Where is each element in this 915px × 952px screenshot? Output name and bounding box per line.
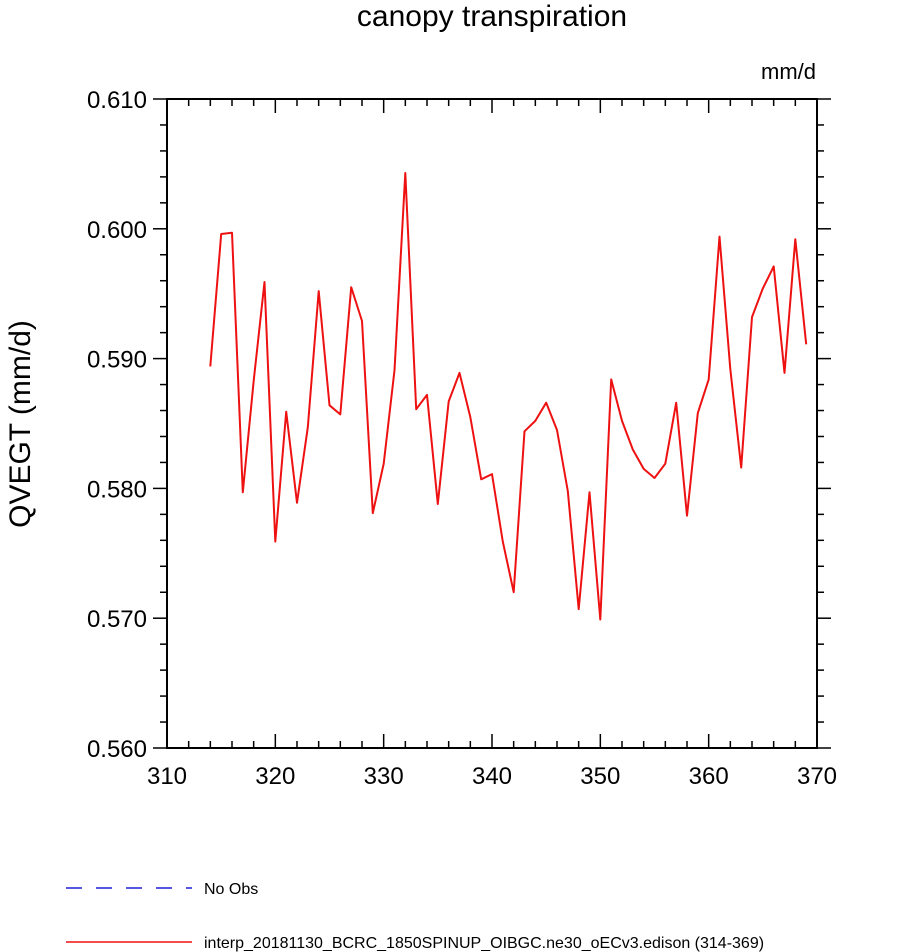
x-tick-label: 330 xyxy=(364,763,404,790)
plot-frame xyxy=(166,98,818,749)
x-tick-label: 370 xyxy=(797,763,837,790)
legend: No Obs interp_20181130_BCRC_1850SPINUP_OI… xyxy=(66,881,764,952)
legend-label-0: No Obs xyxy=(204,881,258,898)
units-label: mm/d xyxy=(761,59,816,84)
x-tick-label: 340 xyxy=(472,763,512,790)
x-tick-label: 350 xyxy=(580,763,620,790)
series-line-1 xyxy=(209,172,808,621)
x-tick-label: 320 xyxy=(255,763,295,790)
x-tick-label: 310 xyxy=(147,763,187,790)
y-tick-label: 0.580 xyxy=(87,476,147,503)
axis-ticks xyxy=(153,98,831,749)
y-tick-label: 0.600 xyxy=(87,217,147,244)
x-tick-label: 360 xyxy=(689,763,729,790)
y-tick-label: 0.560 xyxy=(87,736,147,763)
series-lines xyxy=(209,172,808,621)
axis-tick-labels: 310 320 330 340 350 360 370 0.560 0.570 0.580 0.59… xyxy=(87,87,837,790)
y-tick-label: 0.590 xyxy=(87,347,147,374)
chart-title: canopy transpiration xyxy=(357,0,627,33)
y-axis-label: QVEGT (mm/d) xyxy=(4,320,37,528)
y-tick-label: 0.570 xyxy=(87,606,147,633)
y-tick-label: 0.610 xyxy=(87,87,147,114)
legend-label-1: interp_20181130_BCRC_1850SPINUP_OIBGC.ne… xyxy=(204,935,764,952)
